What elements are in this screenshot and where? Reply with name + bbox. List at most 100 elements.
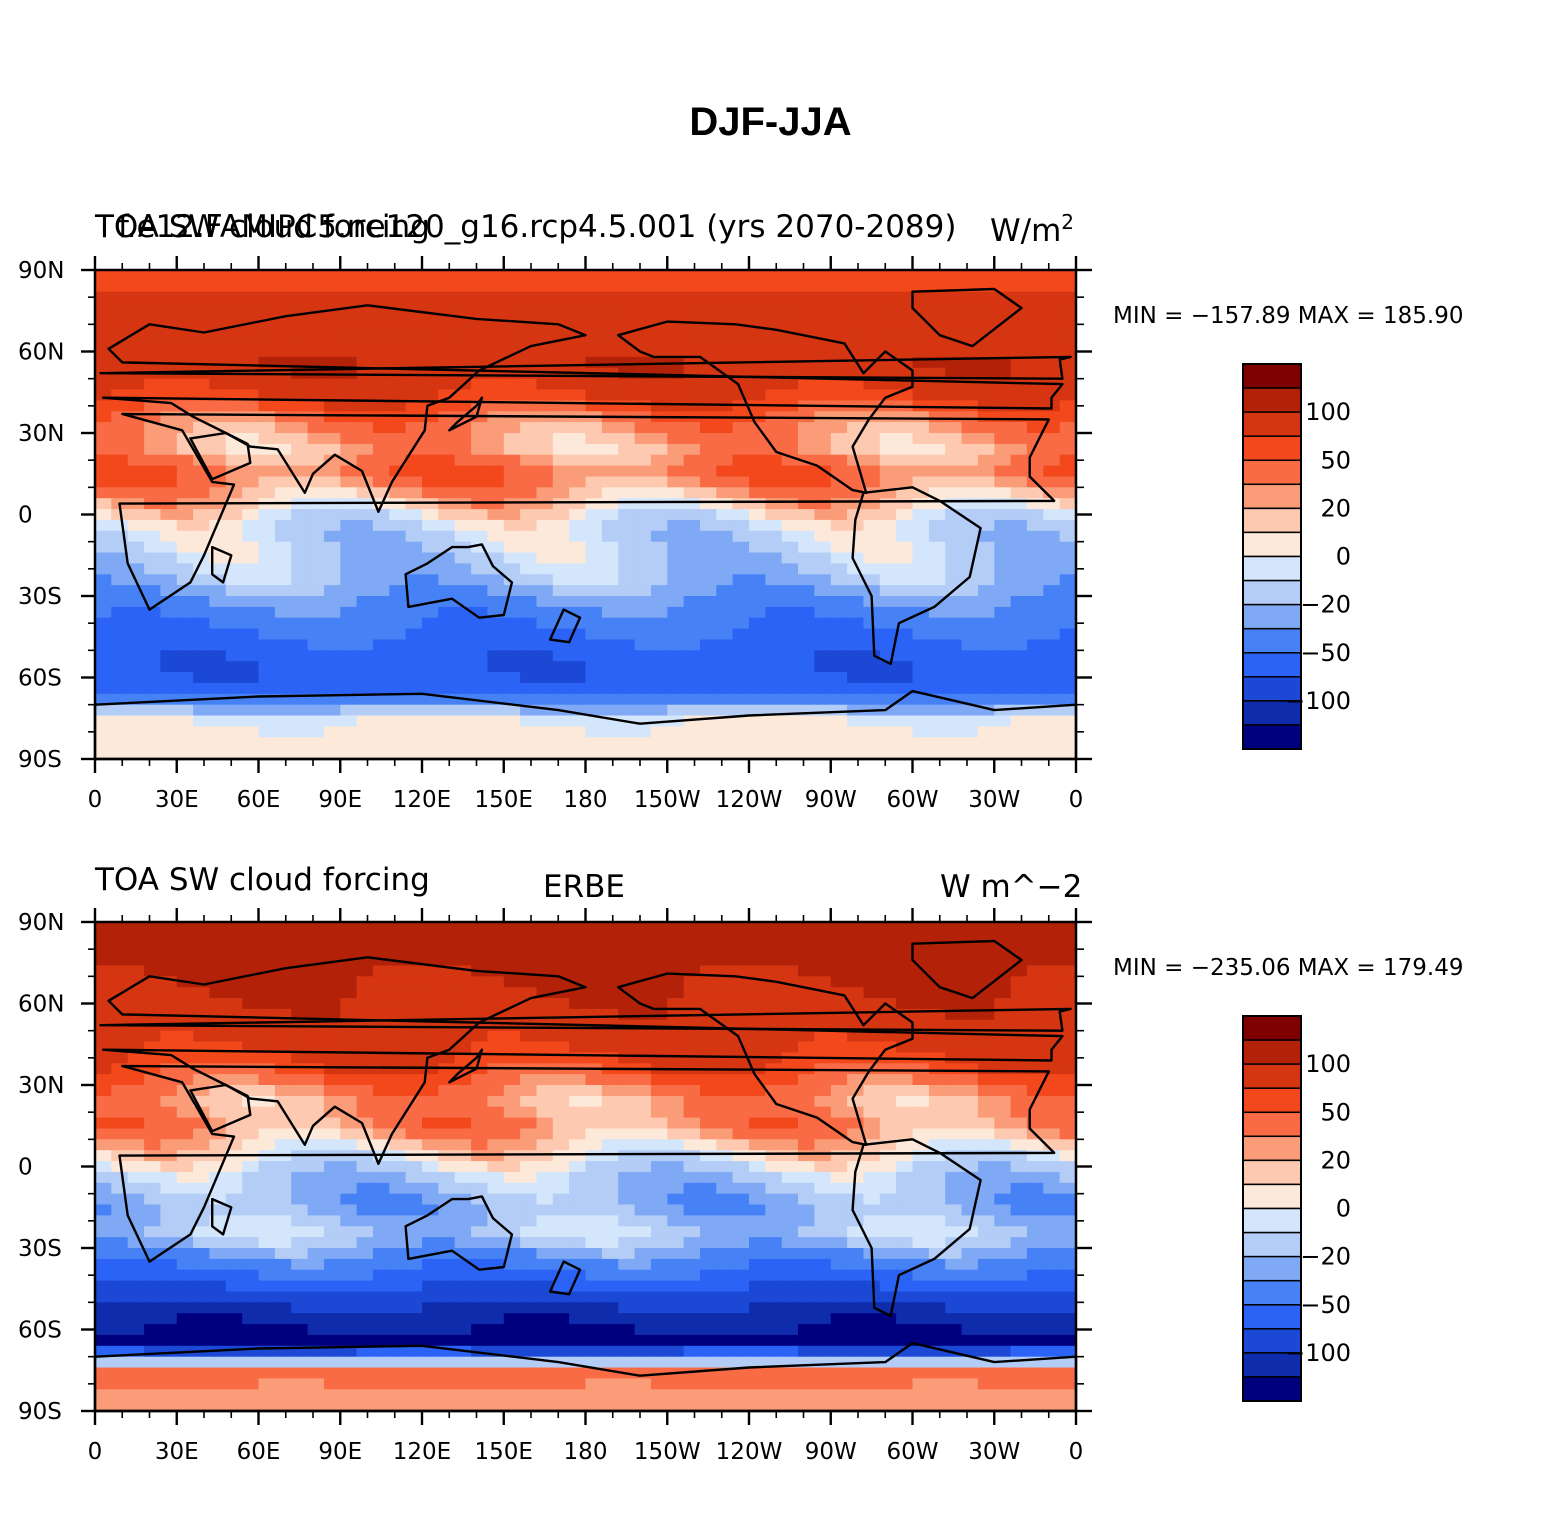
panel1-cell — [830, 422, 848, 434]
panel2-cell — [389, 1074, 407, 1086]
panel2-cell — [912, 1269, 930, 1282]
panel2-cell — [258, 1095, 276, 1108]
panel1-cell — [716, 530, 734, 543]
panel1-cell — [830, 324, 848, 336]
panel1-cell — [242, 628, 260, 641]
panel1-cell — [323, 280, 341, 293]
panel2-cell — [405, 954, 423, 967]
panel1-cell — [700, 639, 717, 651]
panel2-cell — [193, 1215, 210, 1227]
panel2-cell — [798, 1280, 815, 1293]
panel2-cell — [111, 1193, 129, 1206]
panel1-cell — [274, 748, 292, 760]
panel2-cell — [323, 922, 341, 934]
panel1-cell — [95, 661, 112, 673]
panel2-cell — [536, 1052, 554, 1064]
panel1-cell — [749, 280, 766, 293]
panel1-cell — [1010, 737, 1028, 749]
panel1-cell — [471, 498, 489, 510]
panel1-cell — [405, 411, 423, 423]
panel1-cell — [977, 443, 995, 456]
panel1-cell — [830, 693, 848, 706]
panel1-cell — [634, 498, 652, 510]
panel2-cell — [144, 1171, 161, 1184]
panel2-cell — [127, 1117, 145, 1130]
panel2-cell — [585, 1150, 603, 1162]
panel1-cell — [127, 313, 145, 325]
panel2-cell — [798, 954, 815, 967]
panel2-cell — [503, 1074, 521, 1086]
panel2-cell — [945, 1063, 963, 1075]
panel1-cell — [700, 617, 717, 630]
panel1-cell — [111, 270, 129, 282]
panel2-cell — [601, 943, 619, 956]
panel1-cell — [634, 672, 652, 684]
panel2-cell — [896, 1095, 914, 1108]
panel1-cell — [1010, 585, 1028, 597]
panel1-cell — [847, 367, 865, 380]
panel1-cell — [732, 465, 750, 478]
panel1-cell — [634, 639, 652, 651]
panel2-cell — [912, 1139, 930, 1151]
panel2-cell — [830, 1204, 848, 1216]
panel2-cell — [323, 1248, 341, 1260]
panel1-cell — [454, 465, 472, 478]
panel2-cell — [193, 1030, 210, 1043]
panel2-cell — [618, 1182, 636, 1195]
panel1-cell — [242, 650, 260, 662]
panel1-cell — [520, 465, 538, 478]
panel1-cell — [323, 270, 341, 282]
panel1-cell — [144, 324, 161, 336]
panel2-cell — [258, 1074, 276, 1086]
panel2-cell — [1026, 1106, 1044, 1119]
panel1-cell — [847, 389, 865, 401]
panel1-cell — [323, 737, 341, 749]
panel1-cell — [487, 270, 505, 282]
panel2-cell — [193, 954, 210, 967]
panel1-cell — [372, 606, 390, 619]
panel1-cell — [716, 617, 734, 630]
panel2-cell — [569, 1008, 587, 1021]
panel1-cell — [422, 389, 439, 401]
panel2-cell — [111, 1226, 129, 1238]
panel2-cell — [503, 1280, 521, 1293]
panel1-cell — [601, 389, 619, 401]
panel1-cell — [814, 737, 832, 749]
panel2-cell — [552, 1106, 570, 1119]
panel1-cell — [307, 748, 325, 760]
panel1-cell — [847, 628, 865, 641]
panel1-cell — [193, 378, 210, 391]
panel1-cell — [242, 411, 260, 423]
panel2-cell — [781, 1106, 799, 1119]
panel2-cell — [487, 954, 505, 967]
panel2-cell — [879, 1248, 897, 1260]
panel1-xtick-label: 0 — [88, 787, 103, 813]
panel1-cell — [847, 270, 865, 282]
panel1-cell — [977, 639, 995, 651]
panel1-cell — [732, 639, 750, 651]
panel1-cell — [896, 693, 914, 706]
panel1-cell — [618, 443, 636, 456]
panel1-cell — [667, 302, 685, 315]
panel2-cell — [258, 1139, 276, 1151]
panel1-cell — [160, 270, 178, 282]
panel1-cell — [798, 465, 815, 478]
panel2-cell — [193, 1041, 210, 1053]
panel2-cell — [912, 1215, 930, 1227]
panel2-cell — [585, 1052, 603, 1064]
panel1-cell — [683, 672, 701, 684]
panel1-cell — [487, 487, 505, 499]
panel1-cell — [781, 617, 799, 630]
panel2-cell — [372, 1052, 390, 1064]
panel1-cell — [323, 313, 341, 325]
panel1-cell — [111, 487, 129, 499]
panel1-cell — [601, 465, 619, 478]
panel1-cell — [111, 715, 129, 727]
panel1-cell — [618, 324, 636, 336]
panel1-cell — [454, 367, 472, 380]
panel1-cell — [814, 335, 832, 347]
panel1-cell — [242, 346, 260, 358]
panel1-cell — [928, 596, 946, 608]
panel1-cell — [765, 628, 783, 641]
panel1-cell — [830, 552, 848, 564]
